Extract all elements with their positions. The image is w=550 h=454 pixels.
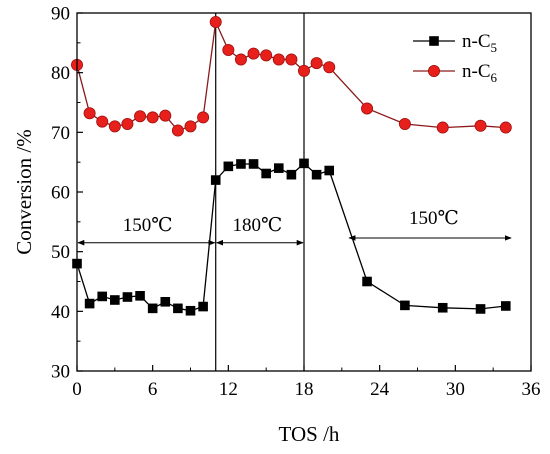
data-point-n-C6-22	[398, 117, 411, 130]
legend-marker-n-C5	[429, 36, 439, 46]
x-tick-label-5: 30	[446, 379, 465, 400]
series-line-n-C5	[76, 162, 506, 312]
data-point-n-C5-10	[198, 301, 208, 312]
data-point-n-C6-13	[234, 53, 247, 66]
data-point-n-C5-1	[84, 298, 95, 309]
data-point-n-C6-11	[209, 15, 222, 28]
data-point-n-C5-21	[362, 276, 372, 287]
data-point-n-C5-17	[286, 169, 297, 180]
y-tick-label-1: 40	[51, 302, 70, 323]
data-point-n-C5-3	[110, 295, 120, 305]
data-point-n-C6-5	[134, 110, 147, 123]
data-point-n-C6-21	[361, 102, 374, 115]
data-point-n-C5-23	[437, 302, 448, 313]
data-point-n-C5-19	[311, 169, 322, 180]
x-tick-label-1: 6	[148, 379, 158, 400]
legend-label-n-C6: n-C6	[462, 61, 498, 85]
temperature-label-1: 180℃	[232, 215, 282, 236]
data-point-n-C5-18	[299, 158, 309, 169]
y-tick-label-2: 50	[51, 242, 70, 263]
data-point-n-C6-18	[297, 64, 310, 77]
y-tick-label-5: 80	[51, 63, 70, 84]
data-point-n-C5-24	[475, 304, 486, 314]
y-axis-title: Conversion /%	[12, 129, 36, 254]
data-point-n-C6-20	[323, 61, 336, 74]
y-tick-label-4: 70	[51, 123, 70, 144]
data-point-n-C6-1	[83, 107, 96, 120]
data-point-n-C6-2	[96, 115, 109, 128]
legend-label-subscript: 6	[491, 70, 498, 85]
y-tick-label-3: 60	[51, 183, 70, 204]
x-tick-label-6: 36	[522, 379, 541, 400]
legend-label-n-C5: n-C5	[462, 31, 497, 55]
temperature-label-0: 150℃	[123, 215, 173, 236]
data-point-n-C6-24	[474, 119, 487, 132]
legend-label-subscript: 5	[491, 40, 498, 55]
data-point-n-C5-22	[400, 300, 410, 311]
data-point-n-C6-14	[247, 47, 260, 60]
legend-marker-n-C6	[427, 65, 440, 78]
data-point-n-C6-7	[159, 109, 172, 122]
data-point-n-C6-9	[184, 120, 197, 133]
data-point-n-C6-19	[310, 57, 323, 70]
data-point-n-C5-8	[173, 303, 183, 314]
data-point-n-C5-16	[273, 163, 284, 173]
data-point-n-C5-12	[223, 161, 234, 172]
data-point-n-C5-25	[500, 301, 511, 311]
data-point-n-C6-8	[171, 124, 184, 137]
legend-label-base: n-C	[462, 31, 491, 52]
y-tick-label-0: 30	[51, 362, 70, 383]
data-point-n-C6-23	[436, 121, 449, 134]
x-tick-label-3: 18	[295, 379, 314, 400]
data-point-n-C5-11	[210, 175, 221, 185]
data-point-n-C6-15	[260, 49, 273, 62]
data-point-n-C5-15	[261, 168, 271, 179]
data-point-n-C6-4	[121, 117, 134, 130]
data-point-n-C5-14	[248, 159, 259, 169]
data-point-n-C5-20	[324, 165, 335, 176]
data-point-n-C6-17	[285, 53, 298, 66]
data-point-n-C6-12	[222, 43, 235, 56]
data-point-n-C5-13	[236, 159, 246, 169]
data-point-n-C5-6	[147, 303, 158, 314]
data-point-n-C5-4	[122, 292, 133, 302]
x-tick-label-4: 24	[370, 379, 390, 400]
y-tick-label-6: 90	[51, 4, 70, 25]
data-point-n-C6-3	[108, 120, 121, 133]
data-point-n-C6-16	[272, 53, 285, 66]
legend-label-base: n-C	[462, 61, 491, 82]
data-point-n-C6-25	[499, 121, 512, 134]
data-point-n-C5-9	[185, 305, 196, 316]
data-point-n-C6-6	[146, 111, 159, 124]
data-point-n-C5-7	[160, 296, 171, 307]
x-tick-label-0: 0	[72, 379, 82, 400]
x-axis-title: TOS /h	[279, 422, 340, 446]
temperature-label-2: 150℃	[409, 208, 459, 229]
data-point-n-C5-2	[97, 291, 108, 302]
x-tick-label-2: 12	[219, 379, 238, 400]
data-point-n-C5-5	[135, 291, 145, 301]
data-point-n-C6-10	[197, 111, 210, 124]
